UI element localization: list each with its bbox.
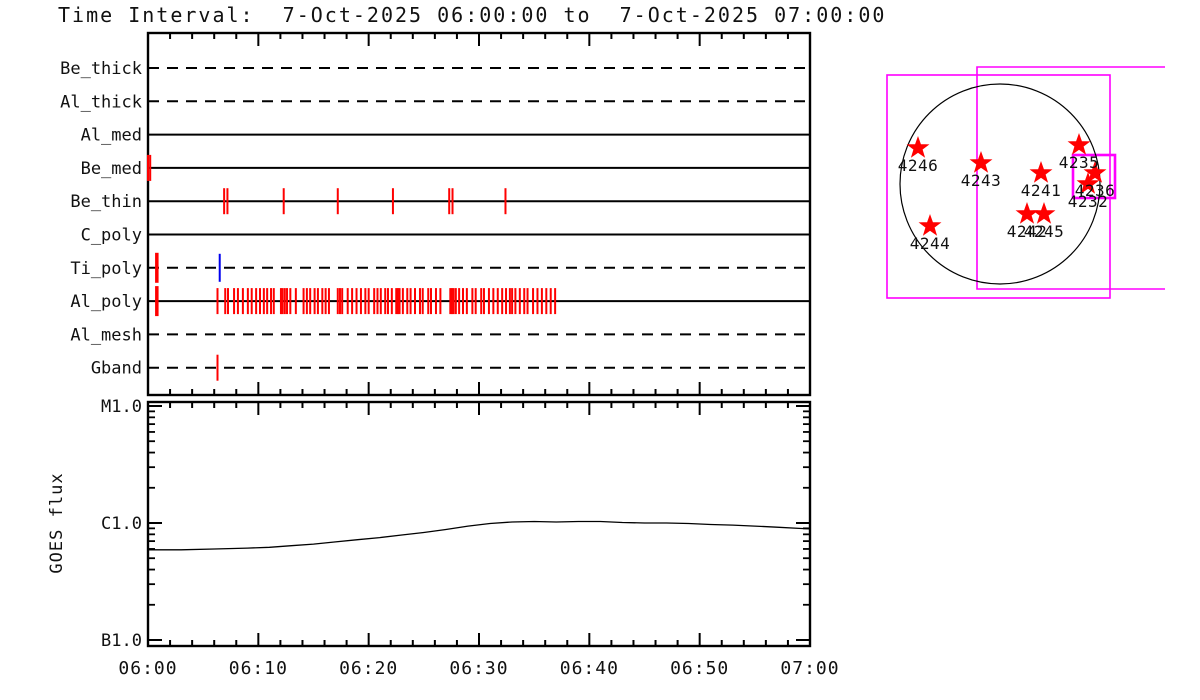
goes-ylabel: GOES flux [47,472,67,573]
active-region-star [1083,160,1107,183]
active-region-star [1032,201,1056,224]
goes-flux-curve [148,520,811,551]
time-tick-label: 06:50 [670,658,729,679]
time-tick-label: 06:40 [560,658,619,679]
active-region-label: 4241 [1021,181,1062,200]
active-region-label: 4235 [1059,153,1100,172]
filter-row-label: Gband [91,359,142,379]
filter-row-label: Al_poly [70,292,142,312]
flux-tick-label: C1.0 [101,514,142,534]
fov-box [886,74,1111,299]
time-tick-label: 06:00 [118,658,177,679]
fov-box [976,66,1165,290]
active-region-label: 4236 [1075,181,1116,200]
active-region-label: 4242 [1007,222,1048,241]
plot-title: Time Interval: 7-Oct-2025 06:00:00 to 7-… [58,3,887,27]
active-region-star [906,135,930,158]
timeline-frame [146,31,812,397]
active-region-label: 4244 [910,234,951,253]
active-region-star [1067,132,1091,155]
filter-row-label: Be_med [81,159,142,179]
flux-tick-label: B1.0 [101,631,142,651]
active-region-star [1029,160,1053,183]
filter-row-label: Be_thick [60,59,142,79]
filter-row-label: Al_mesh [70,325,142,345]
filter-row-label: C_poly [81,226,142,246]
active-region-star [1076,171,1100,194]
time-tick-label: 06:20 [339,658,398,679]
flux-tick-label: M1.0 [101,397,142,417]
time-tick-label: 06:10 [229,658,288,679]
active-region-star [1015,201,1039,224]
active-region-label: 4232 [1068,192,1109,211]
active-region-star [918,213,942,236]
solar-disk [899,83,1101,285]
filter-row-label: Al_thick [60,92,142,112]
active-region-star [969,150,993,173]
active-region-label: 4245 [1024,222,1065,241]
active-region-label: 4243 [961,171,1002,190]
filter-row-label: Al_med [81,126,142,146]
filter-row-label: Be_thin [70,192,142,212]
time-tick-label: 07:00 [780,658,839,679]
filter-row-label: Ti_poly [70,259,142,279]
time-tick-label: 06:30 [449,658,508,679]
active-region-label: 4246 [898,156,939,175]
fov-box-target [1071,153,1117,200]
